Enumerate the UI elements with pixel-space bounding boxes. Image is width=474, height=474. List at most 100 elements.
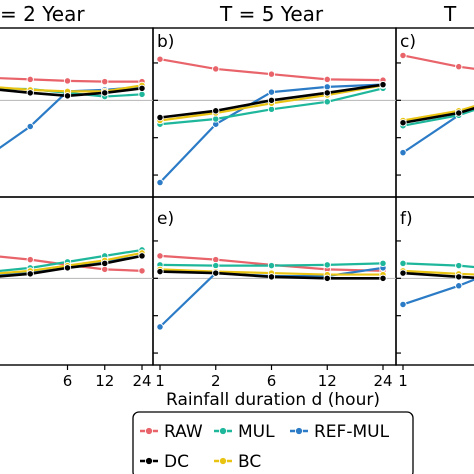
legend-marker-bc <box>218 456 228 466</box>
legend-label-mul: MUL <box>238 422 275 442</box>
x-tick-label-6: 6 <box>267 372 277 390</box>
point-refmul-6 <box>267 88 276 96</box>
point-refmul-12 <box>323 83 331 91</box>
point-refmul-1 <box>156 178 164 187</box>
panel-frame-1-0 <box>0 196 154 366</box>
point-dc-2 <box>212 107 220 115</box>
series-line-refmul <box>402 278 474 306</box>
x-tick-label-1: 1 <box>155 372 165 390</box>
x-tick-label-2: 2 <box>211 372 221 390</box>
legend-item-refmul: REF-MUL <box>290 422 390 442</box>
panel-frame-1-1 <box>152 196 397 366</box>
point-dc-24 <box>379 274 387 282</box>
point-raw-1 <box>399 51 407 60</box>
point-raw-2 <box>455 63 463 71</box>
column-title-middle: T = 5 Year <box>219 2 324 26</box>
legend-label-bc: BC <box>238 452 261 472</box>
panel-label-b: b) <box>157 32 174 52</box>
x-tick-label-24: 24 <box>132 372 151 390</box>
legend-item-mul: MUL <box>214 422 275 442</box>
point-mul-24 <box>138 90 146 98</box>
point-refmul-1 <box>399 300 407 309</box>
panel-frame-0-1 <box>152 27 397 198</box>
point-raw-2 <box>212 255 220 264</box>
point-mul-12 <box>323 261 331 269</box>
panel-e <box>156 252 387 331</box>
y-ticks <box>153 62 401 354</box>
legend-label-dc: DC <box>164 452 189 472</box>
point-mul-2 <box>212 261 220 270</box>
panel-a <box>0 75 146 150</box>
panel-label-e: e) <box>157 209 174 229</box>
point-dc-12 <box>323 89 331 97</box>
panel-label-f: f) <box>400 209 413 229</box>
x-tick-label-12: 12 <box>318 372 337 390</box>
point-dc-24 <box>138 84 146 93</box>
point-raw-2 <box>26 255 34 264</box>
point-dc-6 <box>267 273 276 281</box>
point-raw-2 <box>26 75 34 84</box>
point-mul-6 <box>267 261 276 270</box>
point-dc-6 <box>63 92 72 100</box>
panel-frame-0-0 <box>0 27 154 198</box>
x-tick-label-24: 24 <box>373 372 392 390</box>
point-dc-2 <box>455 109 463 117</box>
point-mul-6 <box>267 105 276 113</box>
legend-marker-raw <box>144 426 154 436</box>
panel-frames <box>0 27 474 366</box>
point-raw-12 <box>323 75 331 84</box>
x-ticks: 6 12 24 1 2 6 12 24 1 <box>63 365 408 390</box>
point-dc-2 <box>212 269 220 277</box>
panel-frame-1-2 <box>395 196 474 366</box>
legend-label-raw: RAW <box>164 422 203 442</box>
panel-f <box>399 259 474 309</box>
point-dc-1 <box>399 119 407 127</box>
x-tick-label-12: 12 <box>95 372 114 390</box>
point-mul-2 <box>455 261 463 270</box>
point-mul-1 <box>399 259 407 268</box>
legend-item-raw: RAW <box>140 422 203 442</box>
point-dc-1 <box>156 113 164 122</box>
legend-marker-mul <box>218 426 228 436</box>
point-refmul-1 <box>156 323 164 331</box>
legend-item-dc: DC <box>140 452 189 472</box>
point-raw-1 <box>156 252 164 260</box>
point-dc-12 <box>101 89 109 97</box>
point-dc-2 <box>455 273 463 281</box>
panel-label-c: c) <box>400 32 416 52</box>
point-mul-2 <box>212 115 220 123</box>
point-dc-12 <box>101 259 109 268</box>
legend-marker-refmul <box>294 426 304 436</box>
series-line-raw <box>402 54 474 70</box>
panel-c <box>399 51 474 157</box>
point-dc-1 <box>399 269 407 277</box>
point-raw-12 <box>101 77 109 86</box>
point-dc-24 <box>138 252 146 260</box>
point-dc-6 <box>63 264 72 272</box>
legend: RAW MUL REF-MUL DC BC <box>132 411 414 474</box>
legend-item-bc: BC <box>214 452 261 472</box>
point-dc-12 <box>323 274 331 282</box>
panel-b <box>156 55 387 187</box>
x-tick-label-6: 6 <box>63 372 73 390</box>
point-dc-6 <box>267 96 276 104</box>
point-raw-1 <box>156 55 164 63</box>
point-raw-24 <box>138 267 146 275</box>
point-mul-12 <box>323 98 331 106</box>
panel-d <box>0 246 146 278</box>
point-refmul-1 <box>399 148 407 157</box>
point-raw-6 <box>63 77 72 85</box>
x-tick-label-1: 1 <box>398 372 408 390</box>
point-raw-12 <box>101 265 109 273</box>
point-dc-2 <box>26 89 34 97</box>
legend-box <box>132 411 414 474</box>
point-dc-1 <box>156 267 164 276</box>
x-axis-label: Rainfall duration d (hour) <box>166 390 380 410</box>
point-dc-24 <box>379 80 387 89</box>
legend-label-refmul: REF-MUL <box>314 422 390 442</box>
point-mul-24 <box>379 259 387 268</box>
point-raw-6 <box>267 70 276 78</box>
point-raw-2 <box>212 65 220 73</box>
legend-marker-dc <box>144 456 154 466</box>
